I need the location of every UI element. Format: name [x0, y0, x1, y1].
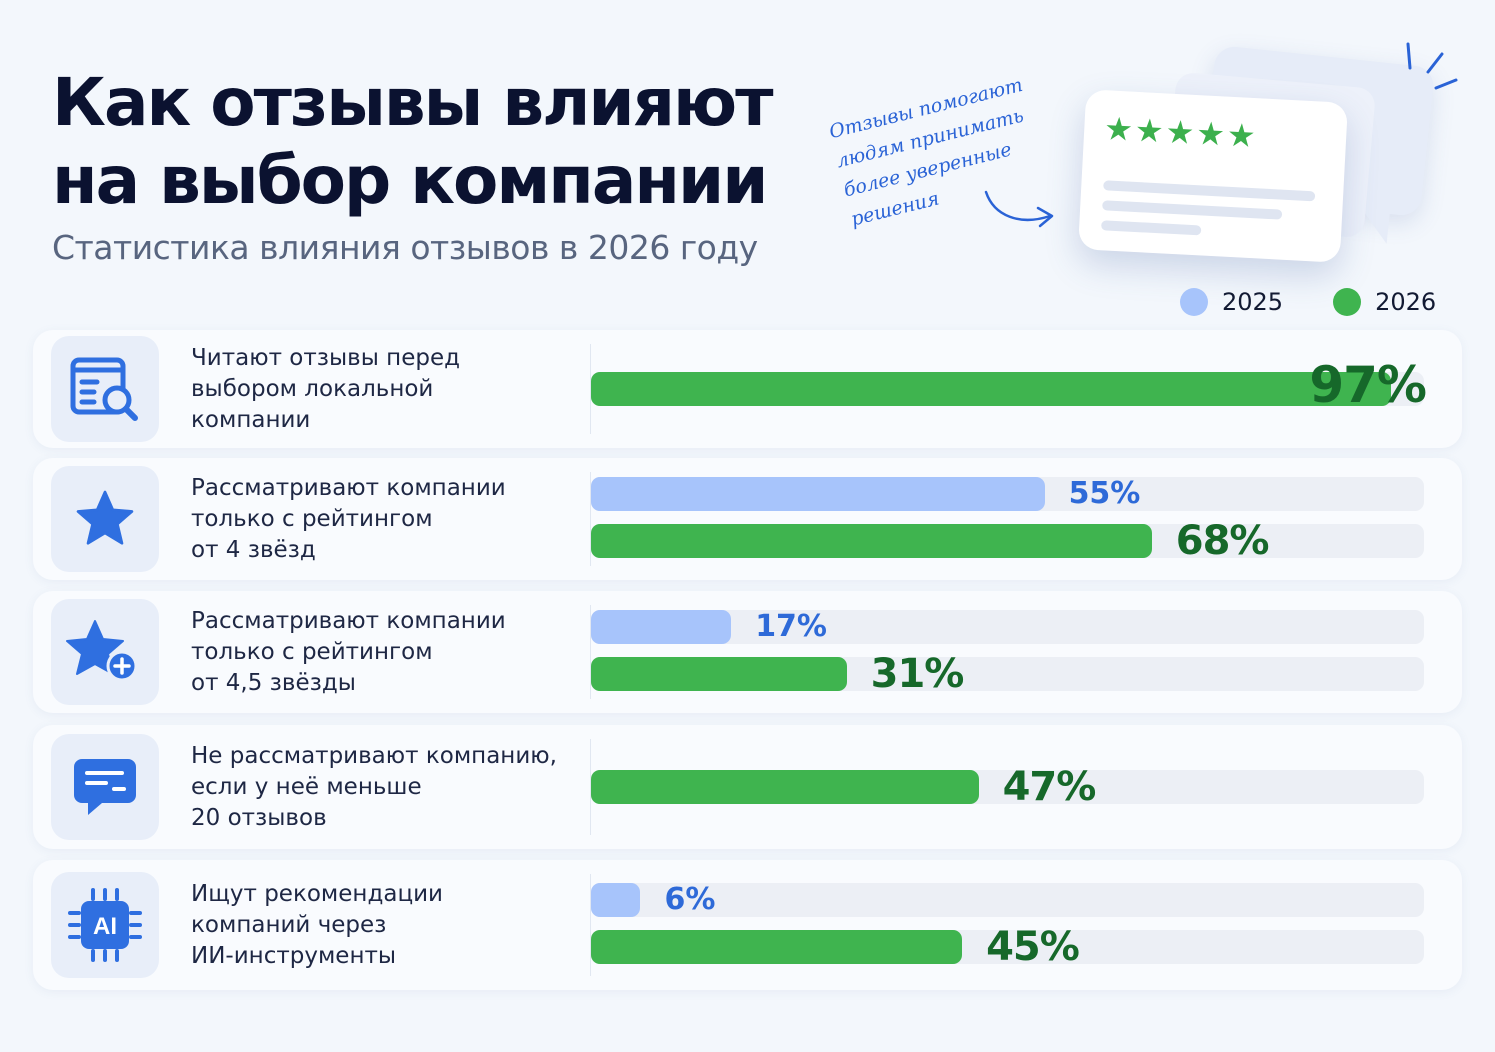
category-label-line: компаний через	[191, 911, 387, 938]
legend-label-2025: 2025	[1222, 288, 1284, 316]
data-label-2026: 45%	[986, 924, 1080, 970]
category-label: Не рассматривают компанию, если у неё мен…	[191, 741, 581, 834]
curved-arrow-icon	[984, 190, 1054, 228]
bar-2025	[591, 610, 732, 644]
five-stars-icon: ★★★★★	[1103, 109, 1259, 156]
data-label-2025: 6%	[664, 882, 716, 917]
bar-2026	[591, 657, 847, 691]
chat-bubble-icon	[51, 734, 159, 840]
title-line-1: Как отзывы влияют	[52, 64, 773, 141]
category-label-line: если у неё меньше	[191, 773, 422, 800]
category-label-line: 20 отзывов	[191, 804, 327, 831]
legend: 2025 2026	[1180, 288, 1436, 316]
data-label-2025: 17%	[755, 609, 827, 644]
legend-item-2025: 2025	[1180, 288, 1283, 316]
data-label-2026: 97%	[1309, 356, 1427, 414]
bar-2026	[591, 524, 1152, 558]
legend-label-2026: 2026	[1375, 288, 1437, 316]
review-card: ★★★★★	[1077, 89, 1349, 263]
category-label-line: только с рейтингом	[191, 638, 433, 665]
data-label-2026: 31%	[870, 651, 965, 697]
title-line-2: на выбор компании	[52, 142, 769, 219]
category-label: Рассматривают компании только с рейтингом…	[191, 606, 581, 699]
category-label-line: Рассматривают компании	[191, 607, 506, 634]
category-label-line: от 4 звёзд	[191, 536, 316, 563]
bar-track	[591, 883, 1424, 917]
chart-row: AI Ищут рекомендации компаний через ИИ-инст…	[33, 860, 1462, 990]
sparkle-lines-icon	[1406, 42, 1458, 90]
category-label-line: Не рассматривают компанию,	[191, 742, 557, 769]
bar-2025	[591, 883, 641, 917]
category-label-line: выбором локальной	[191, 375, 434, 402]
category-label: Ищут рекомендации компаний через ИИ-инстру…	[191, 879, 581, 972]
svg-text:AI: AI	[93, 913, 117, 940]
bar-2026	[591, 770, 979, 804]
category-label-line: от 4,5 звёзды	[191, 669, 356, 696]
bar-2026	[591, 372, 1391, 406]
chart-row: Рассматривают компании только с рейтингом…	[33, 458, 1462, 580]
bar-2025	[591, 477, 1045, 511]
category-label-line: ИИ-инструменты	[191, 942, 397, 969]
data-label-2026: 68%	[1175, 518, 1270, 564]
ai-chip-icon: AI	[51, 872, 159, 978]
category-label: Читают отзывы перед выбором локальной комп…	[191, 343, 581, 436]
bar-2026	[591, 930, 963, 964]
data-label-2026: 47%	[1002, 764, 1097, 810]
page-title: Как отзывы влияют на выбор компании	[52, 64, 773, 220]
category-label-line: Читают отзывы перед	[191, 344, 461, 371]
legend-item-2026: 2026	[1333, 288, 1436, 316]
star-plus-icon	[51, 599, 159, 705]
category-label-line: Рассматривают компании	[191, 474, 506, 501]
page-subtitle: Статистика влияния отзывов в 2026 году	[52, 228, 758, 267]
category-label-line: только с рейтингом	[191, 505, 433, 532]
star-icon	[51, 466, 159, 572]
category-label-line: компании	[191, 406, 311, 433]
chart-row: Не рассматривают компанию, если у неё мен…	[33, 725, 1462, 849]
category-label: Рассматривают компании только с рейтингом…	[191, 473, 581, 566]
data-label-2025: 55%	[1068, 476, 1141, 511]
document-search-icon	[51, 336, 159, 442]
category-label-line: Ищут рекомендации	[191, 880, 443, 907]
legend-dot-2025	[1180, 288, 1208, 316]
chart-row: Рассматривают компании только с рейтингом…	[33, 591, 1462, 713]
chart-row: Читают отзывы перед выбором локальной комп…	[33, 330, 1462, 448]
legend-dot-2026	[1333, 288, 1362, 316]
